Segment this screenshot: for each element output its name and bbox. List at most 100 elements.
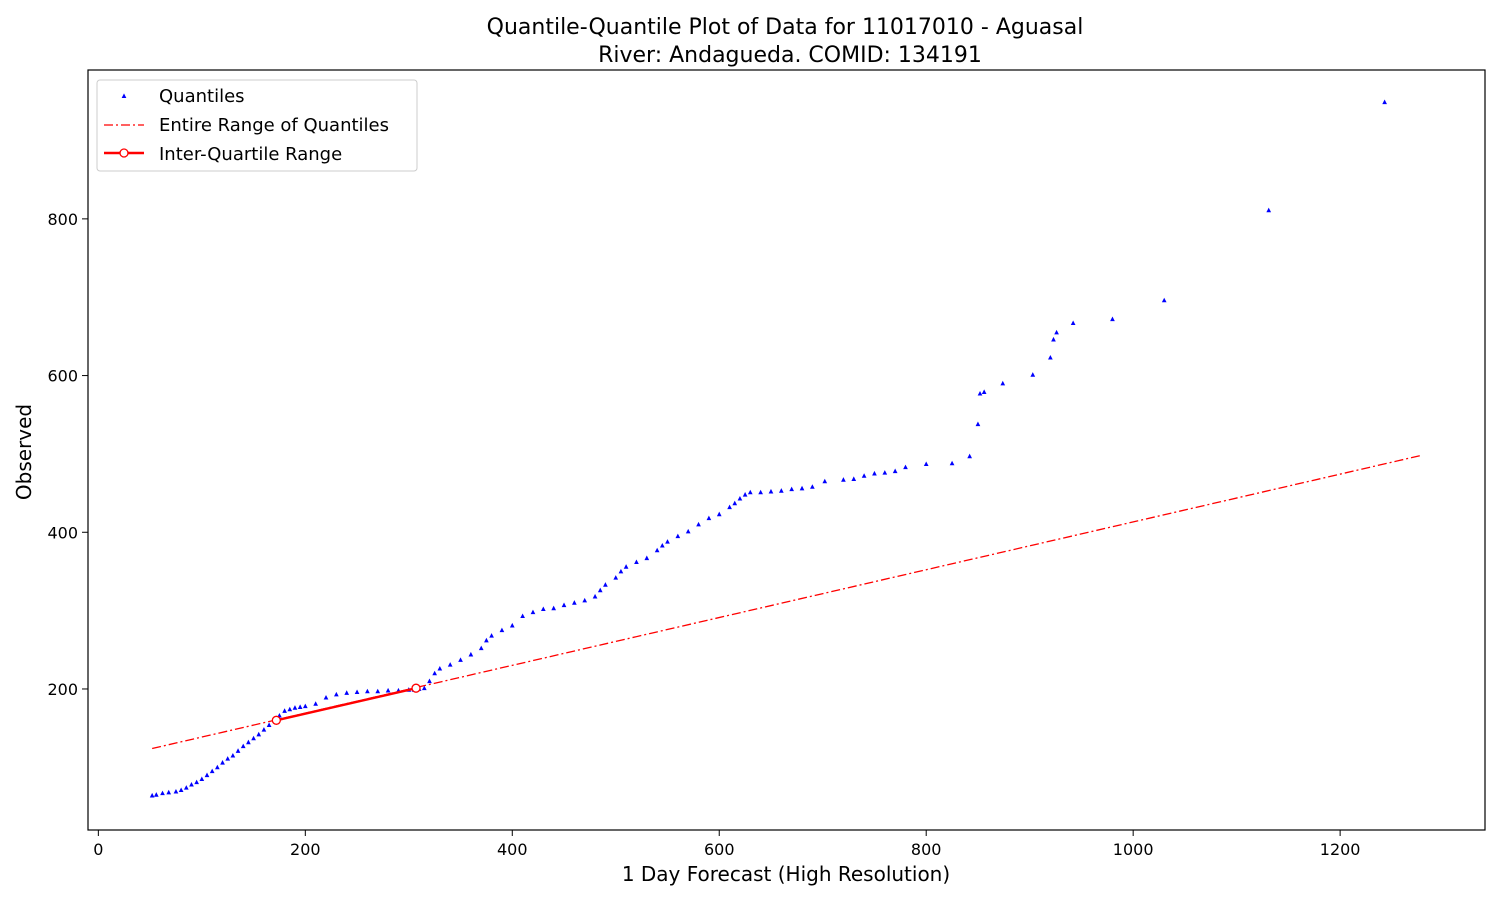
quantile-point — [251, 735, 256, 741]
quantile-point — [173, 789, 179, 794]
quantile-point — [696, 521, 701, 527]
quantile-point — [458, 657, 463, 662]
plot-area — [149, 99, 1421, 798]
quantile-point — [447, 662, 453, 667]
chart-title: Quantile-Quantile Plot of Data for 11017… — [487, 15, 1084, 40]
quantile-point — [520, 613, 525, 619]
quantile-point — [613, 575, 619, 580]
quantile-point — [623, 564, 629, 569]
quantile-point — [882, 470, 888, 475]
quantile-point — [592, 593, 598, 599]
quantile-point — [659, 542, 665, 548]
quantile-point — [644, 555, 650, 561]
quantile-point — [603, 582, 608, 587]
quantile-point — [189, 781, 194, 787]
quantile-point — [437, 665, 443, 671]
x-axis-label: 1 Day Forecast (High Resolution) — [622, 862, 950, 886]
quantile-point — [654, 547, 660, 553]
quantile-point — [582, 597, 588, 603]
quantile-point — [949, 460, 955, 466]
legend-iqr-marker — [119, 148, 129, 158]
quantile-point — [597, 587, 603, 593]
quantile-point — [758, 489, 763, 495]
quantile-point — [287, 706, 293, 712]
quantile-point — [427, 678, 432, 684]
quantile-point — [841, 477, 846, 482]
quantile-point — [1054, 329, 1059, 335]
quantile-point — [737, 495, 743, 501]
quantile-points — [149, 99, 1387, 798]
legend-entry-quantiles: Quantiles — [159, 86, 245, 107]
quantile-point — [732, 500, 738, 506]
quantile-point — [375, 688, 381, 694]
quantile-point — [266, 722, 272, 727]
quantile-point — [484, 637, 489, 643]
quantile-point — [789, 486, 795, 492]
quantile-point — [967, 453, 973, 459]
quantile-point — [220, 760, 225, 765]
quantile-point — [572, 600, 577, 605]
quantile-point — [334, 691, 339, 697]
quantile-point — [685, 528, 691, 534]
quantile-point — [166, 789, 172, 795]
quantile-point — [742, 492, 748, 497]
quantile-point — [923, 461, 929, 467]
axes: 0 200 400 600 800 1000 1200 200 400 600 800 — [47, 210, 1360, 859]
quantile-point — [1070, 320, 1076, 326]
iqr-marker — [271, 715, 281, 725]
quantile-point — [1110, 316, 1115, 322]
quantile-point — [323, 694, 329, 700]
quantile-point — [178, 787, 184, 792]
y-tick-label: 600 — [47, 367, 78, 386]
quantile-point — [204, 772, 210, 778]
quantile-point — [261, 727, 267, 732]
y-tick-label: 400 — [47, 523, 78, 542]
legend: Quantiles Entire Range of Quantiles Inte… — [96, 79, 418, 172]
y-axis-label: Observed — [12, 404, 36, 500]
y-tick-label: 800 — [47, 210, 78, 229]
quantile-point — [872, 470, 877, 476]
quantile-point — [1051, 336, 1056, 342]
quantile-point — [561, 602, 567, 608]
quantile-point — [975, 421, 981, 427]
quantile-point — [246, 739, 251, 745]
x-tick-label: 0 — [93, 840, 103, 859]
quantile-point — [747, 489, 753, 495]
quantile-point — [861, 473, 867, 478]
quantile-point — [768, 488, 774, 494]
legend-entry-iqr: Inter-Quartile Range — [159, 144, 342, 165]
quantile-point — [385, 687, 391, 693]
quantile-point — [489, 633, 494, 638]
quantile-point — [675, 533, 681, 539]
quantile-point — [149, 792, 155, 798]
quantile-point — [822, 478, 828, 484]
quantile-point — [716, 511, 722, 517]
x-tick-label: 600 — [704, 840, 735, 859]
quantile-point — [297, 704, 303, 709]
quantile-point — [194, 779, 199, 785]
quantile-point — [799, 485, 805, 491]
quantile-point — [1030, 372, 1036, 377]
quantile-point — [634, 559, 639, 564]
quantile-point — [240, 743, 246, 749]
quantile-point — [313, 701, 318, 706]
quantile-point — [478, 645, 484, 651]
quantile-point — [365, 688, 370, 694]
quantile-point — [892, 468, 898, 474]
quantile-point — [851, 476, 857, 481]
quantile-point — [354, 689, 360, 695]
x-tick-label: 200 — [290, 840, 321, 859]
quantile-point — [706, 515, 712, 521]
quantile-point — [160, 790, 165, 796]
legend-markers — [104, 93, 144, 158]
quantile-point — [1000, 380, 1006, 386]
quantile-point — [282, 708, 287, 713]
quantile-point — [292, 705, 298, 710]
quantile-point — [302, 703, 308, 709]
plot-frame — [87, 69, 1486, 831]
quantile-point — [1266, 207, 1272, 213]
quantile-point — [235, 748, 241, 753]
quantile-point — [540, 606, 546, 612]
